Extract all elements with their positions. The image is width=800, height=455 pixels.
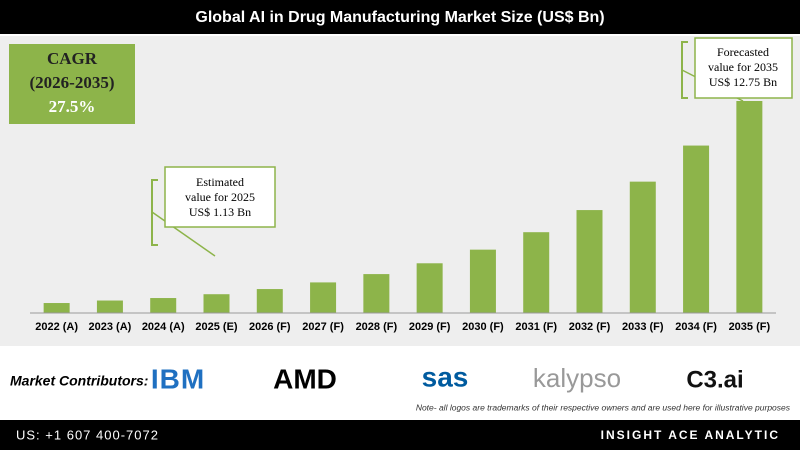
cagr-period: (2026-2035): [30, 73, 115, 92]
logo: AMD: [273, 363, 337, 394]
callout-box: [694, 37, 793, 99]
cagr-value: 27.5%: [49, 97, 96, 116]
x-tick-label: 2035 (F): [729, 321, 771, 333]
callout-text: value for 2035: [708, 60, 778, 74]
x-tick-label: 2032 (F): [569, 321, 611, 333]
bar: [629, 181, 656, 313]
pointer: [151, 211, 216, 257]
title-bar: [0, 0, 800, 34]
callout-text: Estimated: [196, 175, 244, 189]
bar: [683, 145, 710, 313]
bar: [310, 282, 337, 313]
x-tick-label: 2028 (F): [356, 321, 398, 333]
chart-title: Global AI in Drug Manufacturing Market S…: [195, 9, 604, 26]
x-tick-label: 2030 (F): [462, 321, 504, 333]
logo: kalypso: [533, 363, 621, 393]
x-tick-label: 2033 (F): [622, 321, 664, 333]
x-tick-label: 2027 (F): [302, 321, 344, 333]
bar: [43, 303, 70, 313]
brand: INSIGHT ACE ANALYTIC: [601, 428, 780, 442]
bar: [256, 289, 283, 313]
x-tick-label: 2031 (F): [515, 321, 557, 333]
bar: [523, 232, 550, 313]
contributors-label: Market Contributors:: [10, 373, 148, 389]
bar: [96, 300, 123, 313]
x-tick-label: 2024 (A): [142, 321, 185, 333]
logo: sas: [422, 361, 469, 392]
bar: [363, 274, 390, 313]
x-tick-label: 2025 (E): [195, 321, 238, 333]
bar: [150, 298, 177, 313]
logo-note: Note- all logos are trademarks of their …: [416, 402, 791, 412]
callout-text: US$ 1.13 Bn: [189, 205, 251, 219]
callout-text: value for 2025: [185, 190, 255, 204]
x-tick-label: 2029 (F): [409, 321, 451, 333]
logo: IBM: [151, 363, 205, 394]
x-tick-label: 2022 (A): [35, 321, 78, 333]
bar: [203, 294, 230, 313]
callout-text: Forecasted: [717, 45, 769, 59]
footer-bar: [0, 420, 800, 450]
bar: [416, 263, 443, 313]
x-tick-label: 2026 (F): [249, 321, 291, 333]
x-tick-label: 2034 (F): [675, 321, 717, 333]
phone: US: +1 607 400-7072: [16, 427, 159, 442]
cagr-box: [9, 44, 135, 124]
cagr-label: CAGR: [47, 49, 98, 68]
logo: C3.ai: [686, 366, 743, 393]
callout-box: [164, 166, 276, 228]
bar: [576, 210, 603, 313]
x-tick-label: 2023 (A): [89, 321, 132, 333]
bar: [469, 249, 496, 313]
callout-text: US$ 12.75 Bn: [709, 75, 777, 89]
bar: [736, 101, 763, 313]
plot: 2022 (A) 2023 (A) 2024 (A) 2025 (E) 2026 (F)…: [30, 101, 776, 333]
